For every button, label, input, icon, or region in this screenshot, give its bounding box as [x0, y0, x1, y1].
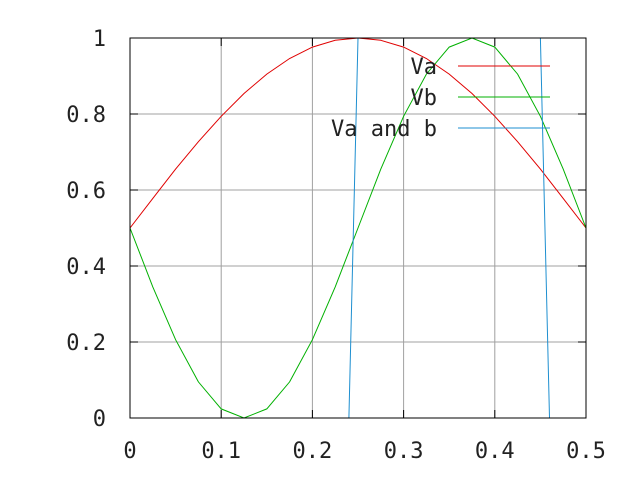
- legend-label: Va: [411, 55, 438, 80]
- y-tick-label: 0.4: [66, 255, 106, 280]
- x-tick-label: 0.5: [566, 439, 606, 464]
- plot-frame: [129, 37, 587, 419]
- y-tick-label: 0: [93, 407, 106, 432]
- y-tick-label: 1: [93, 27, 106, 52]
- legend-label: Vb: [411, 86, 438, 111]
- y-tick-label: 0.8: [66, 103, 106, 128]
- x-tick-label: 0.3: [384, 439, 424, 464]
- y-tick-label: 0.2: [66, 331, 106, 356]
- series-line-2: [129, 37, 587, 419]
- series-layer: [129, 37, 587, 419]
- legend: Va Vb Va and b: [331, 55, 550, 142]
- x-tick-label: 0.2: [293, 439, 333, 464]
- y-tick-label: 0.6: [66, 179, 106, 204]
- tick-marks: [129, 37, 587, 419]
- x-tick-label: 0.1: [201, 439, 241, 464]
- legend-label: Va and b: [331, 117, 437, 142]
- x-tick-label: 0.4: [475, 439, 515, 464]
- x-tick-label: 0: [123, 439, 136, 464]
- tick-labels: 0 0.1 0.2 0.3 0.4 0.5 0 0.2 0.4 0.6 0.8 1: [66, 27, 606, 464]
- grid-lines: [130, 38, 586, 418]
